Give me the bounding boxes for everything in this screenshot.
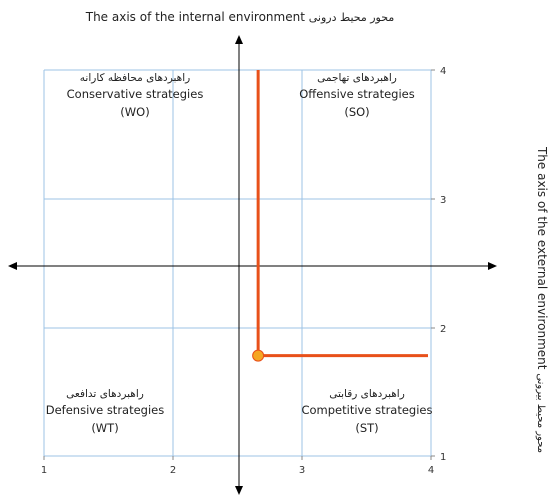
result-point-marker (252, 349, 265, 362)
arrow-left-icon (8, 262, 17, 270)
x-tick-label-1: 1 (41, 465, 47, 476)
internal-axis-title: The axis of the internal environment محو… (0, 10, 480, 24)
quadrant-wo-english-label: Conservative strategies (66, 87, 204, 101)
external-axis-title: The axis of the external environment محو… (535, 147, 549, 453)
x-tick-label-2: 2 (170, 465, 176, 476)
quadrant-competitive: راهبردهای رقابتی Competitive strategies … (292, 386, 442, 436)
external-axis-title-fa: محور محیط بیرونی (535, 373, 546, 454)
quadrant-defensive: راهبردهای تدافعی Defensive strategies (W… (40, 386, 170, 436)
quadrant-wo-code: (WO) (120, 105, 150, 119)
grid (43, 69, 432, 457)
axis-arrowheads (8, 35, 497, 495)
quadrant-conservative: راهبردهای محافظه کارانه Conservative str… (50, 70, 220, 120)
quadrant-so-persian-label: راهبردهای تهاجمی (317, 72, 397, 84)
internal-axis-title-en: The axis of the internal environment (85, 10, 305, 24)
external-axis-title-en: The axis of the external environment (535, 146, 549, 370)
quadrant-st-code: (ST) (355, 421, 379, 435)
arrow-down-icon (235, 486, 243, 495)
y-tick-label-3: 3 (440, 195, 446, 206)
tick-marks (43, 69, 435, 460)
quadrant-st-english-label: Competitive strategies (301, 403, 433, 417)
main-axes (14, 42, 490, 488)
quadrant-wt-persian-label: راهبردهای تدافعی (66, 388, 144, 400)
result-lines (256, 70, 428, 358)
quadrant-so-english-label: Offensive strategies (299, 87, 415, 101)
quadrant-wt-english-label: Defensive strategies (45, 403, 165, 417)
tick-labels: 1 2 3 4 4 3 2 1 (41, 66, 447, 476)
y-tick-label-4: 4 (440, 66, 446, 77)
quadrant-so-code: (SO) (344, 105, 370, 119)
arrow-right-icon (488, 262, 497, 270)
y-tick-label-2: 2 (440, 324, 446, 335)
x-tick-label-3: 3 (299, 465, 305, 476)
arrow-up-icon (235, 35, 243, 44)
quadrant-offensive: راهبردهای تهاجمی Offensive strategies (S… (292, 70, 422, 120)
y-tick-label-1: 1 (440, 452, 446, 463)
x-tick-label-4: 4 (428, 465, 434, 476)
internal-axis-title-fa: محور محیط درونی (308, 11, 395, 24)
quadrant-wt-code: (WT) (91, 421, 119, 435)
quadrant-st-persian-label: راهبردهای رقابتی (329, 388, 405, 400)
quadrant-wo-persian-label: راهبردهای محافظه کارانه (79, 72, 191, 84)
